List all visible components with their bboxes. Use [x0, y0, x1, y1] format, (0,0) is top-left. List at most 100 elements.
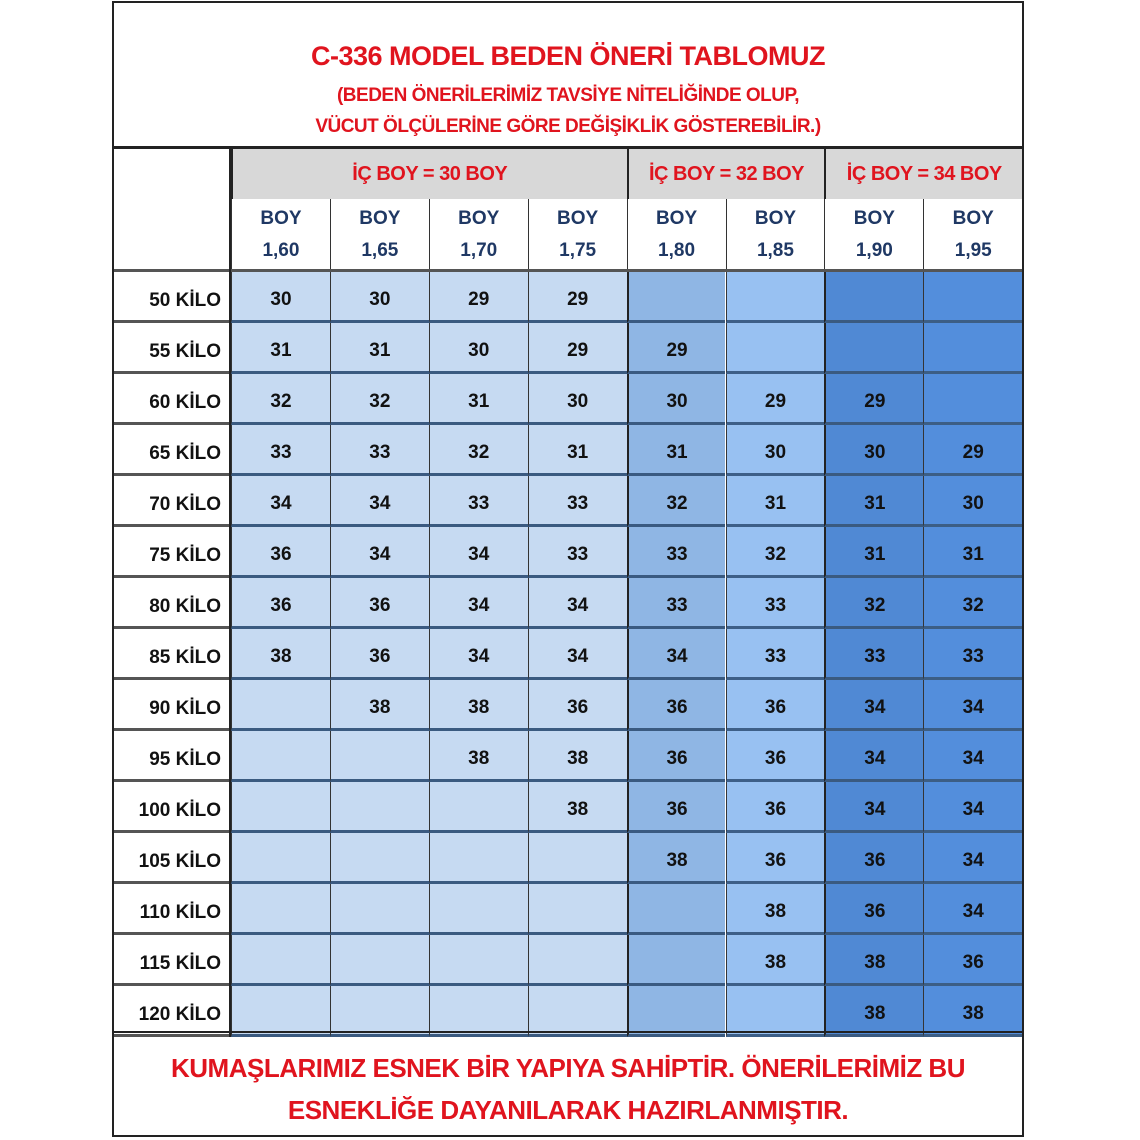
- size-cell: 30: [527, 374, 627, 425]
- size-cell: 34: [428, 629, 528, 680]
- size-cell: [428, 833, 528, 884]
- size-cell: 36: [231, 578, 330, 629]
- size-cell: [329, 833, 429, 884]
- row-label: 90 KİLO: [114, 680, 231, 731]
- size-cell: 32: [923, 578, 1023, 629]
- size-cell: [329, 986, 429, 1037]
- size-chart: C-336 MODEL BEDEN ÖNERİ TABLOMUZ (BEDEN …: [112, 1, 1024, 1137]
- size-cell: 30: [231, 272, 330, 323]
- size-cell: 38: [725, 884, 825, 935]
- size-cell: 29: [725, 374, 825, 425]
- size-cell: [923, 272, 1023, 323]
- size-cell: 30: [428, 323, 528, 374]
- column-header: BOY 1,95: [923, 199, 1023, 271]
- row-label: 100 KİLO: [114, 782, 231, 833]
- size-cell: 33: [428, 476, 528, 527]
- size-cell: [231, 986, 330, 1037]
- size-cell: 34: [923, 731, 1023, 782]
- size-cell: 36: [725, 680, 825, 731]
- size-cell: 31: [428, 374, 528, 425]
- size-cell: 36: [824, 833, 924, 884]
- size-cell: [329, 884, 429, 935]
- size-cell: 33: [329, 425, 429, 476]
- size-cell: 33: [231, 425, 330, 476]
- subtitle-line-2: VÜCUT ÖLÇÜLERİNE GÖRE DEĞİŞİKLİK GÖSTERE…: [315, 116, 821, 137]
- size-cell: [231, 833, 330, 884]
- size-cell: [923, 374, 1023, 425]
- row-label: 115 KİLO: [114, 935, 231, 986]
- row-label: 75 KİLO: [114, 527, 231, 578]
- size-cell: 33: [527, 527, 627, 578]
- size-cell: 29: [626, 323, 726, 374]
- size-cell: 36: [626, 731, 726, 782]
- size-cell: 29: [923, 425, 1023, 476]
- size-cell: 36: [923, 935, 1023, 986]
- size-cell: 38: [527, 731, 627, 782]
- size-cell: 30: [329, 272, 429, 323]
- size-cell: [824, 272, 924, 323]
- chart-title: C-336 MODEL BEDEN ÖNERİ TABLOMUZ: [310, 41, 826, 71]
- size-cell: 34: [329, 476, 429, 527]
- column-header-label: BOY: [655, 208, 698, 229]
- header-divider: [114, 269, 1022, 272]
- size-cell: 31: [725, 476, 825, 527]
- size-cell: [428, 782, 528, 833]
- row-label: 85 KİLO: [114, 629, 231, 680]
- column-header-height: 1,60: [262, 240, 300, 261]
- size-cell: 31: [923, 527, 1023, 578]
- size-cell: 31: [329, 323, 429, 374]
- size-cell: 36: [725, 731, 825, 782]
- column-header-height: 1,75: [559, 240, 597, 261]
- size-cell: 30: [725, 425, 825, 476]
- footer-line-2: ESNEKLİĞE DAYANILARAK HAZIRLANMIŞTIR.: [287, 1095, 849, 1125]
- column-header-height: 1,85: [756, 240, 794, 261]
- column-header-label: BOY: [557, 208, 599, 229]
- size-cell: 34: [824, 731, 924, 782]
- size-cell: 36: [725, 782, 825, 833]
- size-cell: 36: [725, 833, 825, 884]
- subtitle-line-1: (BEDEN ÖNERİLERİMİZ TAVSİYE NİTELİĞİNDE …: [336, 85, 800, 106]
- size-cell: 38: [428, 731, 528, 782]
- row-label: 105 KİLO: [114, 833, 231, 884]
- size-cell: 36: [626, 782, 726, 833]
- size-cell: 33: [527, 476, 627, 527]
- row-label: 80 KİLO: [114, 578, 231, 629]
- size-cell: 33: [923, 629, 1023, 680]
- column-header: BOY 1,90: [824, 199, 924, 271]
- group-header: İÇ BOY = 32 BOY: [626, 149, 825, 199]
- size-cell: 36: [231, 527, 330, 578]
- size-cell: 36: [329, 578, 429, 629]
- size-cell: 30: [626, 374, 726, 425]
- row-label: 50 KİLO: [114, 272, 231, 323]
- size-cell: [428, 986, 528, 1037]
- size-cell: 34: [428, 527, 528, 578]
- column-header-height: 1,80: [658, 240, 696, 261]
- size-cell: 29: [527, 272, 627, 323]
- size-cell: 36: [626, 680, 726, 731]
- column-header: BOY 1,75: [527, 199, 627, 271]
- size-cell: 34: [428, 578, 528, 629]
- size-cell: [329, 731, 429, 782]
- size-cell: [329, 935, 429, 986]
- row-label: 65 KİLO: [114, 425, 231, 476]
- footer-note: KUMAŞLARIMIZ ESNEK BİR YAPIYA SAHİPTİR. …: [114, 1031, 1022, 1135]
- size-cell: 36: [329, 629, 429, 680]
- column-separator: [229, 149, 231, 1037]
- size-cell: [329, 782, 429, 833]
- size-cell: 31: [824, 476, 924, 527]
- size-cell: 34: [923, 680, 1023, 731]
- size-cell: [231, 680, 330, 731]
- size-cell: [527, 986, 627, 1037]
- size-cell: [725, 323, 825, 374]
- row-label: 110 KİLO: [114, 884, 231, 935]
- size-cell: 33: [626, 527, 726, 578]
- size-cell: [428, 935, 528, 986]
- size-cell: 38: [527, 782, 627, 833]
- size-cell: 31: [231, 323, 330, 374]
- column-header-label: BOY: [359, 208, 401, 229]
- size-cell: 34: [527, 629, 627, 680]
- size-cell: 34: [329, 527, 429, 578]
- size-cell: [428, 884, 528, 935]
- column-header-label: BOY: [458, 208, 500, 229]
- size-cell: 31: [824, 527, 924, 578]
